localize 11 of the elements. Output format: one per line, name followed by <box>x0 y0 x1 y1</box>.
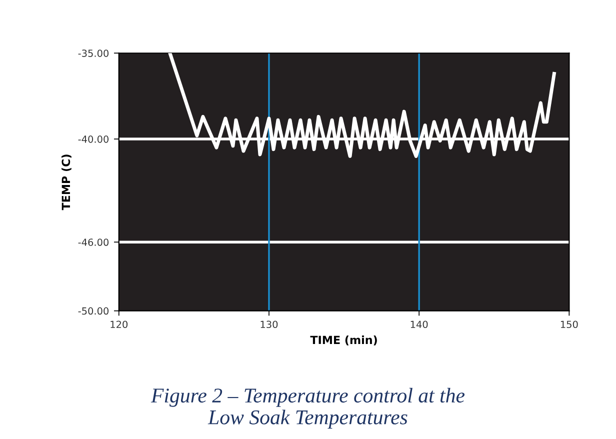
y-tick-label: -35.00 <box>78 50 109 57</box>
y-axis-title: TEMP (C) <box>62 154 72 210</box>
x-tick-label: 140 <box>410 320 428 328</box>
y-tick-label: -46.00 <box>78 238 109 246</box>
y-tick-label: -50.00 <box>78 307 109 315</box>
y-tick-label: -40.00 <box>78 135 109 143</box>
x-tick-label: 120 <box>110 320 128 328</box>
x-tick-label: 130 <box>260 320 278 328</box>
x-axis-title: TIME (min) <box>310 336 377 346</box>
x-tick-label: 150 <box>560 320 578 328</box>
caption: Figure 2 – Temperature control at the Low Soak Temperatures <box>150 388 465 429</box>
